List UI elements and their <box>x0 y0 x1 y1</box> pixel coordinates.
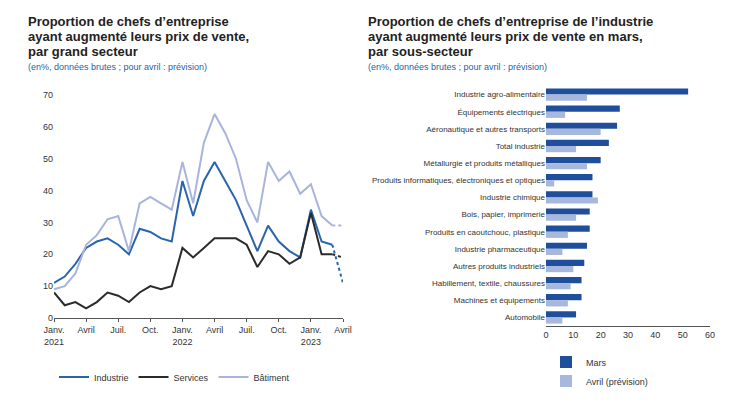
svg-text:Juil.: Juil. <box>110 325 126 335</box>
svg-text:Total industrie: Total industrie <box>496 142 546 151</box>
html-text:(en%, données brutes ; pour av: (en%, données brutes ; pour avril : prév… <box>28 62 208 72</box>
svg-text:30: 30 <box>43 218 53 228</box>
svg-text:Automobile: Automobile <box>505 313 546 322</box>
svg-text:10: 10 <box>568 330 578 340</box>
svg-text:Avril: Avril <box>77 325 94 335</box>
html-text:Proportion de chefs d’entrepri: Proportion de chefs d’entreprise de l’in… <box>368 14 654 59</box>
svg-text:Industrie pharmaceutique: Industrie pharmaceutique <box>455 245 546 254</box>
svg-text:50: 50 <box>678 330 688 340</box>
svg-text:Avril: Avril <box>334 325 351 335</box>
svg-text:Bâtiment: Bâtiment <box>254 373 290 383</box>
svg-text:Habillement, textile, chaussur: Habillement, textile, chaussures <box>432 279 545 288</box>
html-text:(en%, données brutes ; pour av: (en%, données brutes ; pour avril : prév… <box>368 62 548 72</box>
svg-text:30: 30 <box>623 330 633 340</box>
svg-text:Produits informatiques, électr: Produits informatiques, électroniques et… <box>372 176 545 185</box>
svg-text:60: 60 <box>43 122 53 132</box>
svg-text:40: 40 <box>43 186 53 196</box>
svg-text:0: 0 <box>48 313 53 323</box>
svg-text:Machines et équipements: Machines et équipements <box>454 296 545 305</box>
svg-text:Avril (prévision): Avril (prévision) <box>586 377 648 387</box>
svg-text:40: 40 <box>650 330 660 340</box>
svg-text:Juil.: Juil. <box>239 325 255 335</box>
svg-text:70: 70 <box>43 90 53 100</box>
svg-text:0: 0 <box>543 330 548 340</box>
svg-text:Équipements électriques: Équipements électriques <box>457 108 545 117</box>
svg-text:Janv.2022: Janv.2022 <box>172 325 193 347</box>
svg-text:10: 10 <box>43 281 53 291</box>
svg-text:Services: Services <box>174 373 209 383</box>
svg-text:50: 50 <box>43 154 53 164</box>
svg-text:Janv.2023: Janv.2023 <box>300 325 321 347</box>
html-text:Proportion de chefs d’entrepri: Proportion de chefs d’entreprise ayant a… <box>28 14 250 59</box>
svg-text:Industrie chimique: Industrie chimique <box>480 193 545 202</box>
svg-text:Produits en caoutchouc, plasti: Produits en caoutchouc, plastique <box>425 228 546 237</box>
svg-text:Oct.: Oct. <box>142 325 159 335</box>
svg-text:Industrie agro-alimentaire: Industrie agro-alimentaire <box>454 90 545 99</box>
svg-text:Aéronautique et autres transpo: Aéronautique et autres transports <box>426 125 545 134</box>
svg-text:Industrie: Industrie <box>94 373 129 383</box>
svg-text:Bois, papier, imprimerie: Bois, papier, imprimerie <box>461 210 545 219</box>
svg-text:Autres produits industriels: Autres produits industriels <box>453 262 545 271</box>
svg-text:Janv.2021: Janv.2021 <box>44 325 65 347</box>
svg-text:20: 20 <box>596 330 606 340</box>
svg-text:Métallurgie et produits métall: Métallurgie et produits métalliques <box>424 159 545 168</box>
svg-text:60: 60 <box>705 330 715 340</box>
svg-text:Avril: Avril <box>206 325 223 335</box>
svg-text:20: 20 <box>43 249 53 259</box>
svg-text:Oct.: Oct. <box>271 325 288 335</box>
svg-text:Mars: Mars <box>586 358 606 368</box>
